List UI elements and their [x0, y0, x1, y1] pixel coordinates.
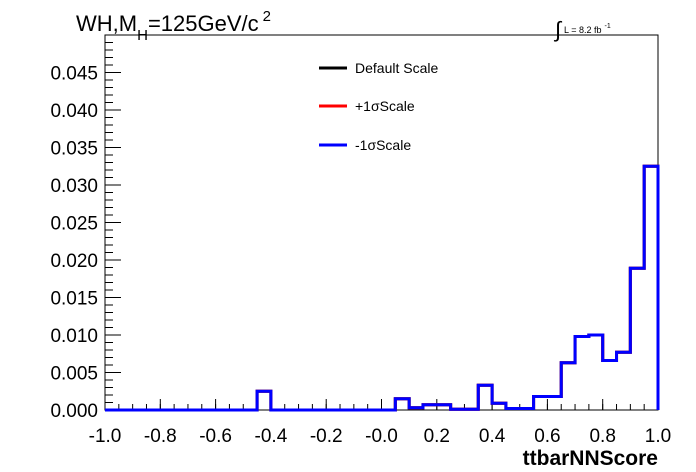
legend-label-0: Default Scale [355, 60, 438, 76]
luminosity-text: L = 8.2 fb [564, 25, 601, 35]
x-tick-label: 0.2 [424, 426, 450, 447]
histogram-series-0 [105, 164, 660, 412]
tick-labels: -1.0 -0.8 -0.6 -0.4 -0.2 -0.0 0.2 0.4 0.6 0.8 1.0 0… [50, 64, 671, 448]
x-tick-label: -0.8 [144, 426, 177, 447]
x-tick-label: -0.4 [255, 426, 288, 447]
legend-label-1: +1σScale [355, 98, 415, 114]
luminosity-label: ∫ L = 8.2 fb -1 [553, 17, 611, 42]
y-tick-label: 0.020 [50, 251, 98, 272]
x-tick-label: 0.6 [534, 426, 560, 447]
x-tick-label: -0.6 [199, 426, 232, 447]
y-tick-label: 0.040 [50, 101, 98, 122]
x-axis-label: ttbarNNScore [523, 447, 658, 470]
x-tick-label: -0.2 [310, 426, 343, 447]
chart-title-subscript: H [137, 27, 148, 44]
histogram-series-1 [105, 164, 660, 412]
y-tick-label: 0.010 [50, 326, 98, 347]
x-tick-label: -0.0 [365, 426, 398, 447]
luminosity-superscript: -1 [604, 23, 610, 30]
y-tick-label: 0.005 [50, 364, 98, 385]
y-tick-label: 0.030 [50, 176, 98, 197]
histogram-series-2 [105, 164, 660, 412]
chart-title: WH,MH=125GeV/c 2 [76, 8, 271, 44]
x-tick-label: 0.4 [479, 426, 506, 447]
x-tick-label: 1.0 [645, 426, 671, 447]
x-tick-label: 0.8 [589, 426, 615, 447]
chart-title-main: WH,M [76, 11, 137, 36]
y-tick-label: 0.025 [50, 214, 98, 235]
y-tick-label: 0.045 [50, 64, 98, 85]
x-tick-label: -1.0 [89, 426, 122, 447]
legend: Default Scale +1σScale -1σScale [319, 60, 438, 153]
y-tick-label: 0.000 [50, 401, 98, 422]
y-tick-label: 0.015 [50, 289, 98, 310]
chart-title-rest: =125GeV/c [148, 11, 259, 36]
chart-title-superscript: 2 [263, 8, 271, 25]
histogram-series [105, 164, 660, 412]
y-tick-label: 0.035 [50, 139, 98, 160]
legend-label-2: -1σScale [355, 137, 411, 153]
luminosity-integral: ∫ [553, 17, 563, 42]
